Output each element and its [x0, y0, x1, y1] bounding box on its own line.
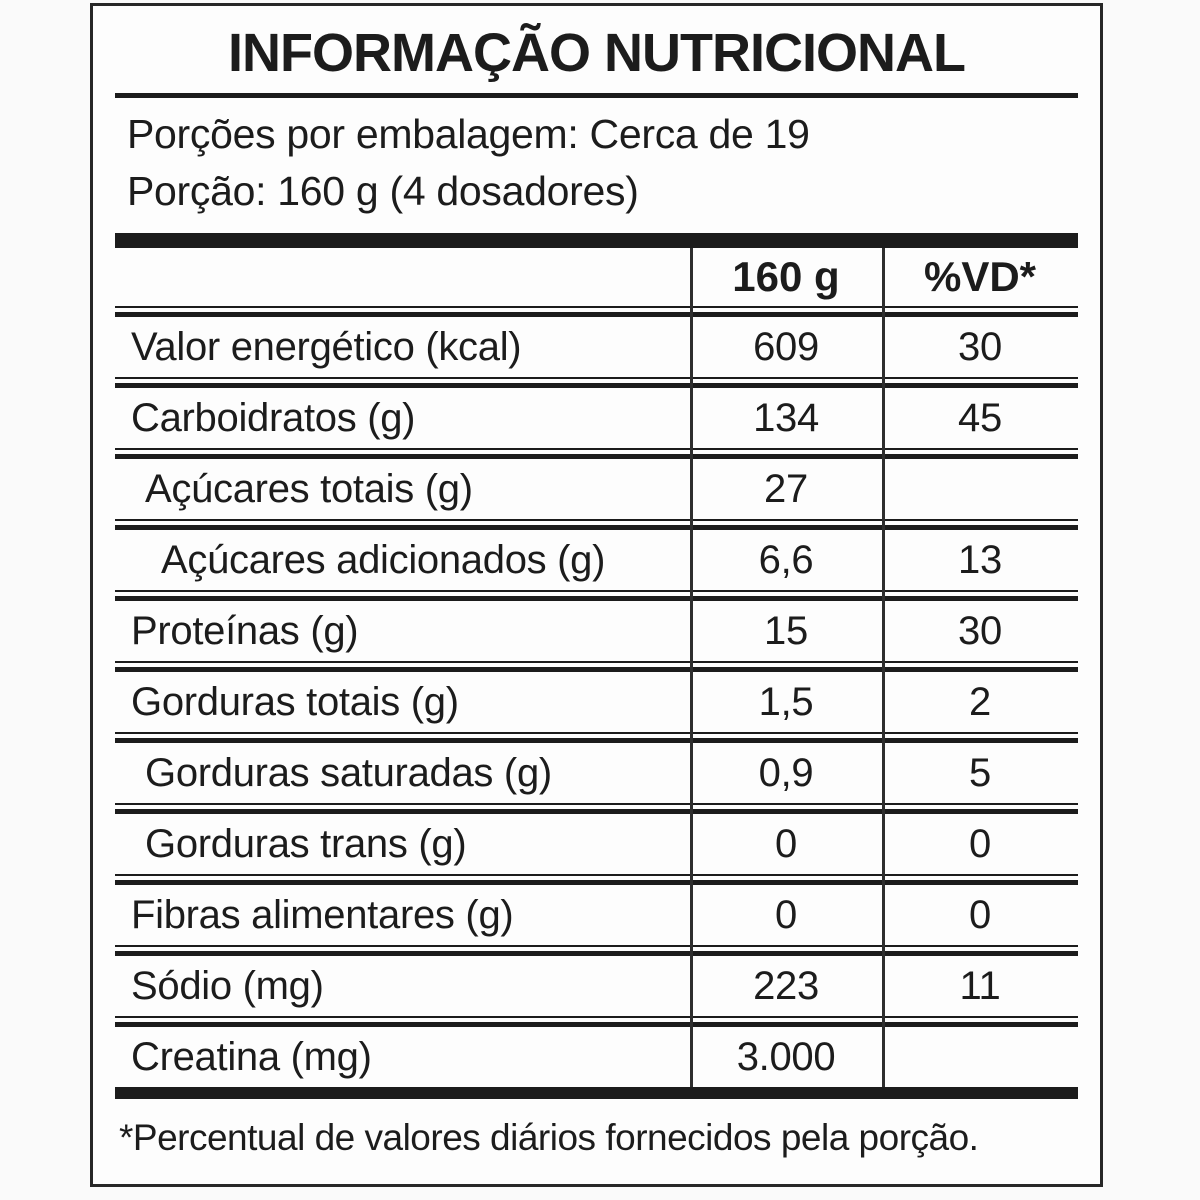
row-divider [115, 661, 1078, 672]
footnote: *Percentual de valores diários fornecido… [119, 1117, 979, 1158]
row-dv-value: 30 [958, 324, 1002, 369]
row-nutrient-label: Açúcares adicionados (g) [161, 537, 606, 582]
row-amount-value: 134 [753, 395, 819, 440]
row-nutrient-label: Creatina (mg) [131, 1034, 372, 1079]
row-divider [115, 732, 1078, 743]
row-divider [115, 448, 1078, 459]
portion-size-line: Porção: 160 g (4 dosadores) [127, 168, 639, 214]
row-dv-value: 13 [958, 537, 1002, 582]
row-dv-value: 0 [969, 821, 991, 866]
table-row: Sódio (mg) 223 11 [115, 956, 1078, 1016]
table-row: Açúcares totais (g) 27 [115, 459, 1078, 519]
row-amount-value: 223 [753, 963, 819, 1008]
serving-info: Porções por embalagem: Cerca de 19 Porçã… [115, 106, 1078, 220]
row-amount-value: 0 [775, 821, 797, 866]
column-divider-amount [690, 248, 693, 1087]
table-row: Proteínas (g) 15 30 [115, 601, 1078, 661]
label-title: INFORMAÇÃO NUTRICIONAL [228, 23, 966, 83]
row-dv-value: 5 [969, 750, 991, 795]
row-amount-value: 1,5 [758, 679, 814, 724]
table-body: Valor energético (kcal) 609 30 Carboidra… [115, 306, 1078, 1087]
title-rule [115, 93, 1078, 98]
row-divider [115, 1016, 1078, 1027]
row-dv-value: 30 [958, 608, 1002, 653]
row-divider [115, 377, 1078, 388]
row-amount-value: 609 [753, 324, 819, 369]
row-divider [115, 803, 1078, 814]
row-nutrient-label: Proteínas (g) [131, 608, 359, 653]
heavy-rule-bottom [115, 1087, 1078, 1099]
row-dv-value: 45 [958, 395, 1002, 440]
row-amount-value: 27 [764, 466, 808, 511]
table-row: Gorduras totais (g) 1,5 2 [115, 672, 1078, 732]
table-row: Carboidratos (g) 134 45 [115, 388, 1078, 448]
row-amount-value: 3.000 [736, 1034, 836, 1079]
table-row: Valor energético (kcal) 609 30 [115, 317, 1078, 377]
row-nutrient-label: Açúcares totais (g) [145, 466, 473, 511]
table-row: Gorduras trans (g) 0 0 [115, 814, 1078, 874]
row-amount-value: 0,9 [758, 750, 814, 795]
row-divider [115, 590, 1078, 601]
row-dv-value: 0 [969, 892, 991, 937]
servings-per-package-line: Porções por embalagem: Cerca de 19 [127, 111, 810, 157]
nutrition-table: 160 g %VD* Valor energético (kcal) 609 3… [115, 248, 1078, 1087]
heavy-rule-top [115, 233, 1078, 248]
row-nutrient-label: Valor energético (kcal) [131, 324, 522, 369]
row-nutrient-label: Carboidratos (g) [131, 395, 416, 440]
row-nutrient-label: Gorduras saturadas (g) [145, 750, 552, 795]
row-divider [115, 945, 1078, 956]
table-header-row: 160 g %VD* [115, 248, 1078, 306]
row-divider [115, 519, 1078, 530]
row-nutrient-label: Fibras alimentares (g) [131, 892, 514, 937]
table-row: Creatina (mg) 3.000 [115, 1027, 1078, 1087]
row-nutrient-label: Gorduras trans (g) [145, 821, 467, 866]
row-nutrient-label: Sódio (mg) [131, 963, 324, 1008]
header-amount-cell: 160 g [732, 253, 840, 300]
column-divider-dv [882, 248, 885, 1087]
row-divider [115, 306, 1078, 317]
row-amount-value: 15 [764, 608, 808, 653]
table-row: Fibras alimentares (g) 0 0 [115, 885, 1078, 945]
row-amount-value: 6,6 [758, 537, 814, 582]
table-row: Açúcares adicionados (g) 6,6 13 [115, 530, 1078, 590]
nutrition-label: INFORMAÇÃO NUTRICIONAL Porções por embal… [90, 3, 1103, 1187]
row-dv-value: 11 [959, 963, 1001, 1008]
table-row: Gorduras saturadas (g) 0,9 5 [115, 743, 1078, 803]
header-dv-cell: %VD* [923, 253, 1037, 300]
row-divider [115, 874, 1078, 885]
row-dv-value: 2 [969, 679, 991, 724]
row-nutrient-label: Gorduras totais (g) [131, 679, 459, 724]
row-amount-value: 0 [775, 892, 797, 937]
